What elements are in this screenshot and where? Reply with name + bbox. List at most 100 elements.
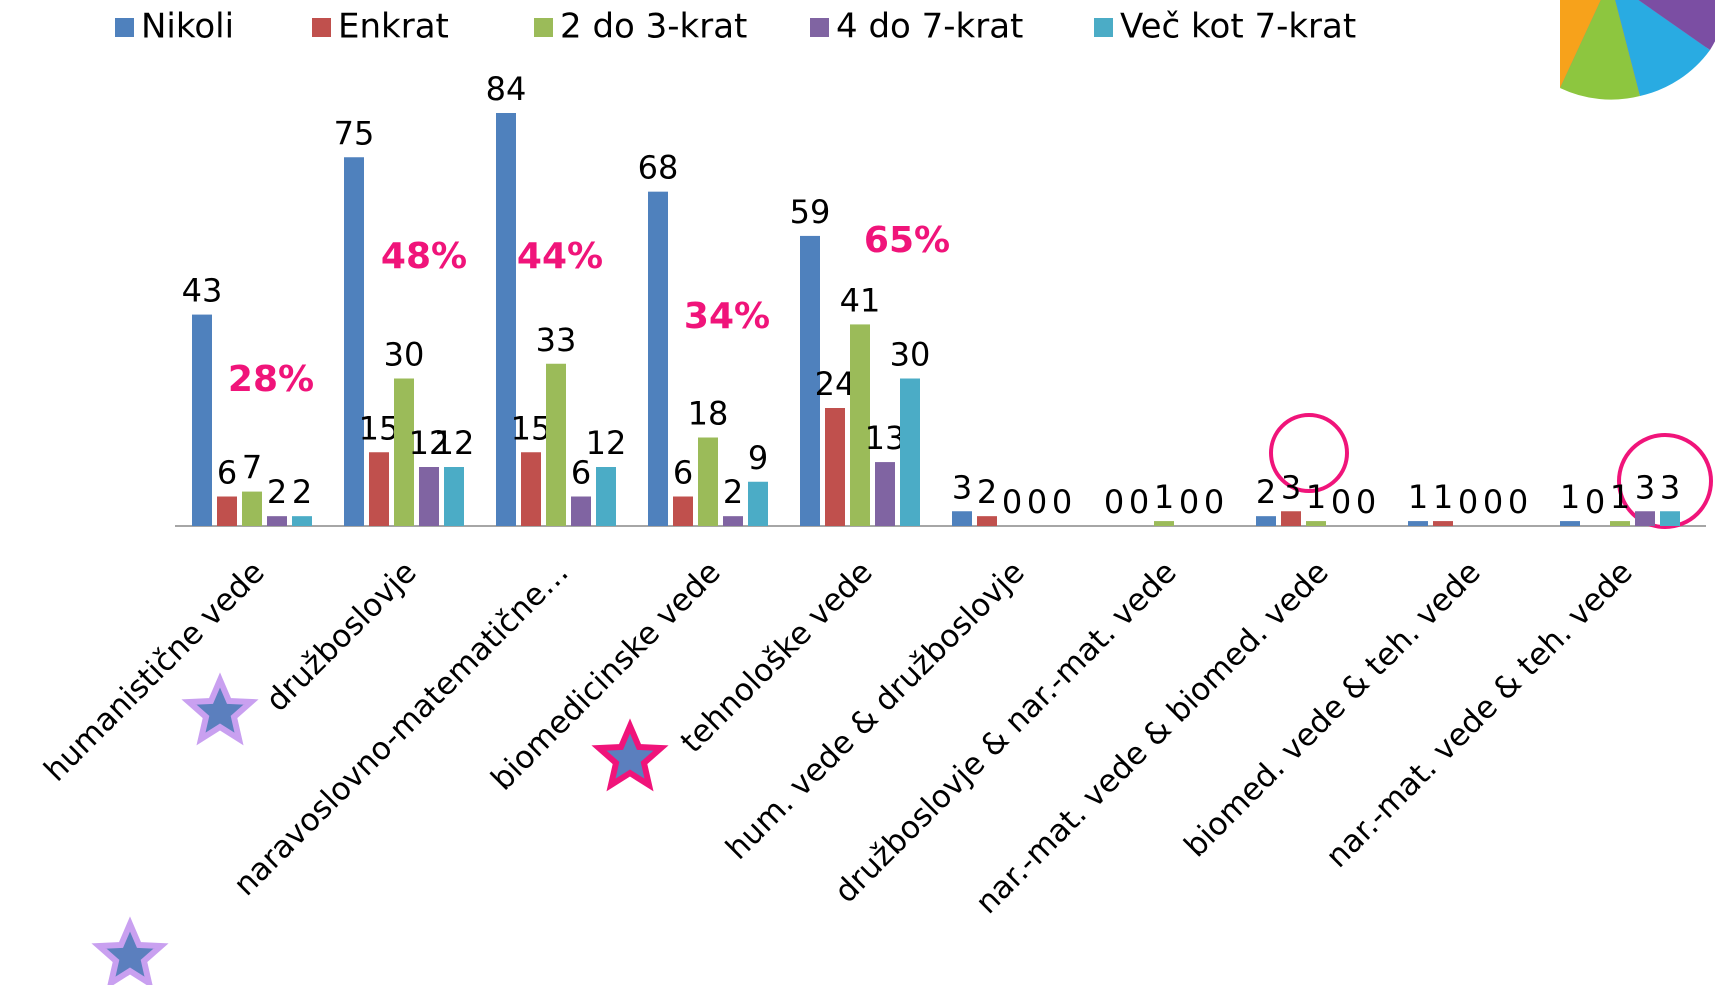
data-label: 6 <box>571 454 591 492</box>
data-label: 0 <box>1458 483 1478 521</box>
data-label: 1 <box>1408 478 1428 516</box>
bar <box>1433 521 1453 526</box>
data-label: 15 <box>359 409 400 447</box>
data-label: 0 <box>1002 483 1022 521</box>
data-label: 1 <box>1306 478 1326 516</box>
data-label: 6 <box>217 454 237 492</box>
legend-swatch <box>1094 18 1113 37</box>
data-label: 12 <box>409 424 450 462</box>
legend-label: 2 do 3-krat <box>560 7 747 47</box>
bar <box>875 462 895 526</box>
legend-swatch <box>312 18 331 37</box>
data-label: 1 <box>1433 478 1453 516</box>
bar <box>242 491 262 526</box>
data-label: 0 <box>1508 483 1528 521</box>
data-label: 0 <box>1585 483 1605 521</box>
bar <box>648 191 668 526</box>
legend-swatch <box>534 18 553 37</box>
data-label: 1 <box>1560 478 1580 516</box>
data-label: 41 <box>840 281 881 319</box>
bar <box>292 516 312 526</box>
x-tick-label: biomed. vede & teh. vede <box>1177 554 1487 864</box>
star <box>181 672 259 746</box>
data-label: 30 <box>890 336 931 374</box>
legend-swatch <box>810 18 829 37</box>
data-label: 59 <box>790 193 831 231</box>
bar <box>673 496 693 526</box>
highlight-circle <box>1269 413 1349 493</box>
bar <box>1154 521 1174 526</box>
bar <box>1306 521 1326 526</box>
bar <box>267 516 287 526</box>
annotation: 65% <box>864 220 950 261</box>
data-label: 0 <box>1204 483 1224 521</box>
data-label: 3 <box>952 468 972 506</box>
legend-label: 4 do 7-krat <box>836 7 1023 47</box>
x-tick-label: družboslovje & nar.-mat. vede <box>828 554 1184 910</box>
data-label: 0 <box>1027 483 1047 521</box>
bar <box>850 324 870 526</box>
bar <box>825 408 845 526</box>
bar <box>521 452 541 526</box>
data-label: 6 <box>673 454 693 492</box>
data-label: 0 <box>1331 483 1351 521</box>
data-label: 3 <box>1660 468 1680 506</box>
x-tick-label: hum. vede & družboslovje <box>719 554 1032 867</box>
decorative-ball <box>1560 0 1715 100</box>
legend-swatch <box>115 18 134 37</box>
bar <box>723 516 743 526</box>
bar <box>1560 521 1580 526</box>
data-label: 12 <box>586 424 627 462</box>
data-label: 0 <box>1356 483 1376 521</box>
bar <box>1660 511 1680 526</box>
data-label: 2 <box>977 473 997 511</box>
data-label: 2 <box>1256 473 1276 511</box>
highlight-circle <box>1617 433 1713 529</box>
bar <box>571 496 591 526</box>
data-label: 68 <box>638 149 679 187</box>
x-tick-label: nar.-mat. vede & teh. vede <box>1319 554 1640 875</box>
bar <box>698 437 718 526</box>
legend-label: Enkrat <box>338 7 449 47</box>
star <box>591 718 669 792</box>
annotation: 48% <box>381 236 467 277</box>
data-label: 33 <box>536 321 577 359</box>
bar <box>546 363 566 526</box>
data-label: 24 <box>815 365 856 403</box>
bar <box>748 481 768 526</box>
bar <box>369 452 389 526</box>
bar <box>596 467 616 526</box>
data-label: 7 <box>242 449 262 487</box>
x-tick-label: naravoslovno-matematične… <box>227 554 576 903</box>
annotation: 44% <box>517 236 603 277</box>
data-label: 2 <box>292 473 312 511</box>
bar <box>192 314 212 526</box>
data-label: 0 <box>1483 483 1503 521</box>
x-tick-label: humanistične vede <box>37 554 271 788</box>
data-label: 1 <box>1610 478 1630 516</box>
bar <box>1256 516 1276 526</box>
bar <box>1281 511 1301 526</box>
bar <box>800 235 820 526</box>
data-label: 0 <box>1104 483 1124 521</box>
x-tick-label: družboslovje <box>259 554 424 719</box>
bar <box>977 516 997 526</box>
legend-label: Nikoli <box>141 7 234 47</box>
data-label: 2 <box>267 473 287 511</box>
bar <box>217 496 237 526</box>
data-label: 12 <box>434 424 475 462</box>
data-label: 75 <box>334 114 375 152</box>
bar <box>952 511 972 526</box>
data-label: 84 <box>486 70 527 108</box>
star <box>91 916 169 985</box>
bar <box>419 467 439 526</box>
data-label: 2 <box>723 473 743 511</box>
data-label: 3 <box>1635 468 1655 506</box>
data-label: 0 <box>1052 483 1072 521</box>
bar <box>900 378 920 526</box>
data-label: 0 <box>1129 483 1149 521</box>
annotation: 34% <box>684 296 770 337</box>
data-label: 15 <box>511 409 552 447</box>
